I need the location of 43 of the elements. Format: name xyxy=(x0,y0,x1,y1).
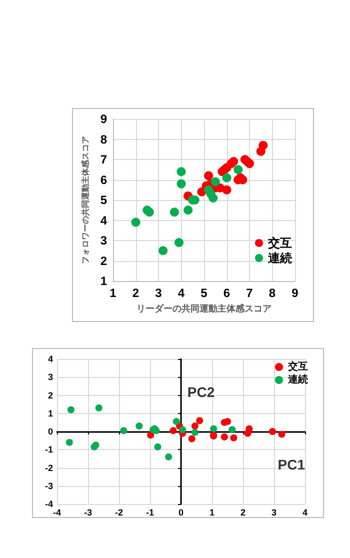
x-tick-label: 9 xyxy=(292,286,299,300)
x-tick-label: -2 xyxy=(114,508,124,518)
y-axis-title: フォロワーの共同運動主体感スコア xyxy=(80,136,90,264)
y-tick-label: 4 xyxy=(48,354,53,364)
y-tick-label: 4 xyxy=(100,213,108,228)
legend-label: 交互 xyxy=(287,360,308,372)
x-tick-label: 5 xyxy=(200,286,208,300)
y-tick-label: -1 xyxy=(44,444,53,455)
y-tick-label: 0 xyxy=(48,426,53,436)
y-tick-label: 9 xyxy=(100,112,108,126)
y-tick-label: 5 xyxy=(100,193,108,207)
y-tick-label: 1 xyxy=(48,408,53,418)
x-tick-label: 2 xyxy=(132,286,140,300)
x-tick-label: 1 xyxy=(209,508,215,518)
y-tick-label: 2 xyxy=(100,254,108,268)
x-axis-title: リーダーの共同運動主体感スコア xyxy=(136,303,272,314)
legend-label: 連続 xyxy=(287,374,308,386)
legend-label: 交互 xyxy=(267,236,292,250)
x-tick-label: 7 xyxy=(246,286,254,300)
x-tick-label: 2 xyxy=(240,508,246,518)
y-tick-label: 8 xyxy=(100,132,108,146)
y-tick-label: 2 xyxy=(48,390,53,400)
x-tick-label: 6 xyxy=(223,286,230,300)
y-tick-label: 3 xyxy=(48,372,53,382)
x-tick-label: 1 xyxy=(110,286,117,300)
x-tick-label: 3 xyxy=(155,286,162,300)
y-tick-label: -4 xyxy=(44,499,53,509)
y-tick-label: 6 xyxy=(100,172,108,187)
y-tick-label: -2 xyxy=(44,462,53,473)
x-tick-label: -1 xyxy=(146,508,154,518)
x-tick-label: 4 xyxy=(302,508,308,518)
x-tick-label: 3 xyxy=(271,508,277,518)
y-tick-label: 3 xyxy=(100,234,108,248)
legend-label: 連続 xyxy=(267,251,292,265)
y-tick-label: -3 xyxy=(44,480,53,491)
x-tick-label: 0 xyxy=(178,508,184,518)
x-tick-label: 4 xyxy=(178,286,185,300)
y-tick-label: 7 xyxy=(100,152,108,166)
y-tick-label: 1 xyxy=(100,274,108,288)
x-tick-label: -3 xyxy=(84,508,92,518)
y-axis-title: PC2 xyxy=(187,384,215,400)
x-axis-title: PC1 xyxy=(278,456,306,472)
x-tick-label: 8 xyxy=(268,286,276,300)
